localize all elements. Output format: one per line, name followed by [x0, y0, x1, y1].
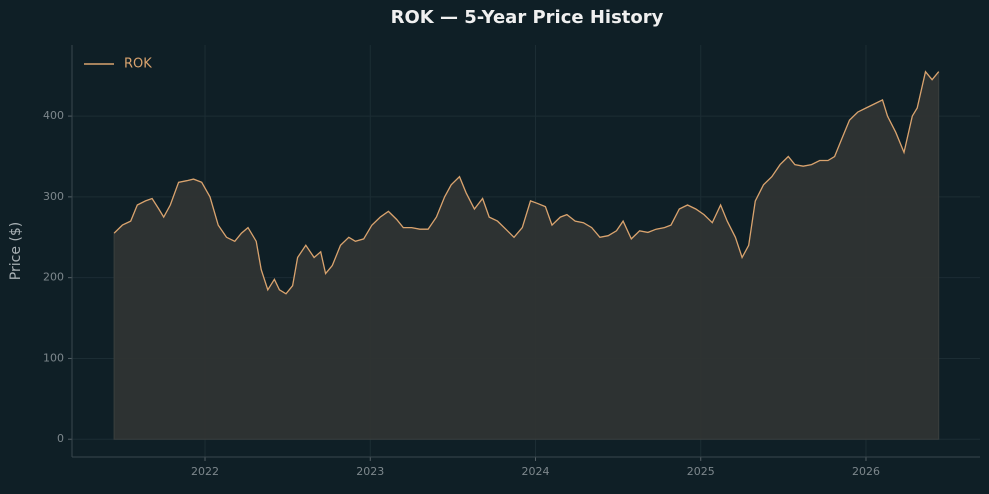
- y-tick-label: 0: [57, 432, 64, 445]
- x-tick-label: 2022: [191, 465, 219, 478]
- line: [113, 70, 940, 295]
- x-tick-label: 2025: [687, 465, 715, 478]
- x-tick-label: 2023: [356, 465, 384, 478]
- chart-title: ROK — 5-Year Price History: [391, 7, 664, 28]
- x-tick-label: 2026: [852, 465, 880, 478]
- x-tick-label: 2024: [522, 465, 550, 478]
- y-tick-label: 100: [43, 351, 64, 364]
- y-tick-label: 200: [43, 271, 64, 284]
- legend-label: ROK: [124, 57, 152, 72]
- y-tick-label: 300: [43, 190, 64, 203]
- y-tick-label: 400: [43, 109, 64, 122]
- y-axis-label: Price ($): [8, 222, 24, 280]
